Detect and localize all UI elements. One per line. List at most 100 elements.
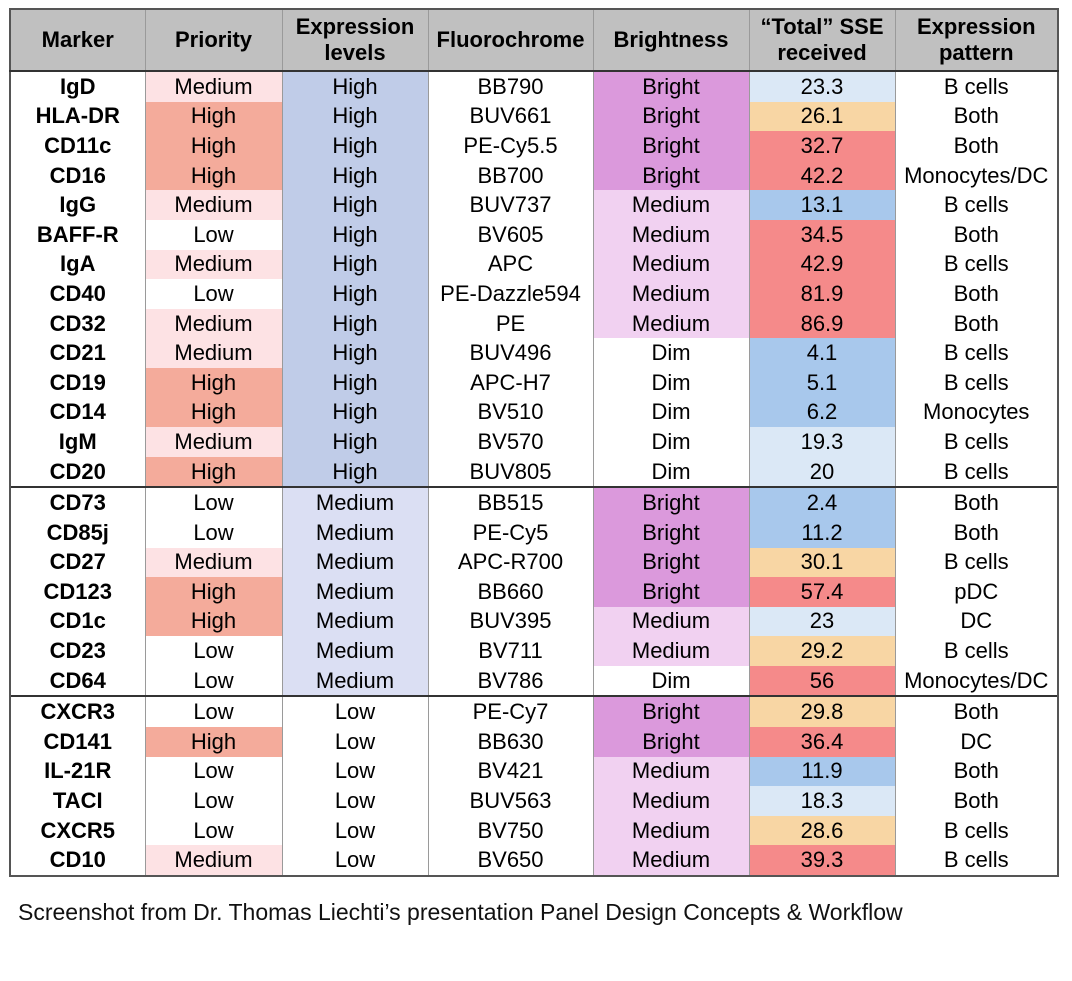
marker-cell: CXCR3	[9, 695, 145, 728]
fluorochrome-cell: PE	[427, 308, 593, 339]
expression-pattern-cell: Both	[894, 279, 1059, 309]
expression-level-cell: Medium	[281, 486, 428, 518]
priority-cell: Low	[144, 517, 282, 548]
fluorochrome-cell: PE-Cy5	[427, 517, 593, 548]
brightness-cell: Medium	[592, 219, 749, 250]
marker-cell: CD73	[9, 486, 145, 518]
expression-pattern-cell: B cells	[894, 636, 1059, 666]
header-priority-line: Priority	[174, 27, 253, 52]
sse-cell: 29.2	[748, 636, 895, 666]
expression-pattern-cell: DC	[894, 727, 1059, 757]
sse-cell: 30.1	[748, 547, 895, 578]
sse-cell: 42.2	[748, 160, 895, 191]
expression-level-cell: Low	[281, 695, 428, 728]
header-brightness-line: Brightness	[613, 27, 729, 52]
expression-pattern-cell: B cells	[894, 367, 1059, 398]
brightness-cell: Bright	[592, 71, 749, 102]
priority-cell: Low	[144, 756, 282, 787]
expression-level-cell: High	[281, 249, 428, 280]
fluorochrome-cell: BUV737	[427, 190, 593, 220]
brightness-cell: Medium	[592, 279, 749, 309]
table-row: IgA Medium High APC Medium 42.9 B cells	[9, 249, 1059, 280]
fluorochrome-cell: BV711	[427, 636, 593, 666]
table-row: CD14 High High BV510 Dim 6.2 Monocytes	[9, 397, 1059, 428]
expression-level-cell: High	[281, 190, 428, 220]
expression-pattern-cell: B cells	[894, 845, 1059, 878]
brightness-cell: Bright	[592, 695, 749, 728]
expression-level-cell: Low	[281, 845, 428, 878]
fluorochrome-cell: BUV395	[427, 606, 593, 637]
table-row: CXCR5 Low Low BV750 Medium 28.6 B cells	[9, 815, 1059, 846]
expression-pattern-cell: Both	[894, 308, 1059, 339]
brightness-cell: Bright	[592, 131, 749, 161]
header-brightness: Brightness	[592, 8, 749, 72]
sse-cell: 19.3	[748, 427, 895, 457]
header-marker-line: Marker	[41, 27, 114, 52]
brightness-cell: Dim	[592, 397, 749, 428]
header-expression-levels-line: levels	[324, 40, 386, 65]
sse-cell: 4.1	[748, 338, 895, 368]
brightness-cell: Medium	[592, 190, 749, 220]
priority-cell: Medium	[144, 427, 282, 457]
marker-cell: CD64	[9, 665, 145, 697]
table-row: BAFF-R Low High BV605 Medium 34.5 Both	[9, 219, 1059, 250]
expression-pattern-cell: Monocytes/DC	[894, 160, 1059, 191]
priority-cell: High	[144, 456, 282, 488]
marker-cell: CD123	[9, 577, 145, 607]
table-row: CD64 Low Medium BV786 Dim 56 Monocytes/DC	[9, 665, 1059, 697]
brightness-cell: Bright	[592, 517, 749, 548]
brightness-cell: Medium	[592, 756, 749, 787]
fluorochrome-cell: BUV661	[427, 101, 593, 132]
brightness-cell: Dim	[592, 456, 749, 488]
table-row: TACI Low Low BUV563 Medium 18.3 Both	[9, 786, 1059, 816]
expression-pattern-cell: Both	[894, 517, 1059, 548]
sse-cell: 23	[748, 606, 895, 637]
fluorochrome-cell: PE-Cy7	[427, 695, 593, 728]
table-row: CD123 High Medium BB660 Bright 57.4 pDC	[9, 577, 1059, 607]
table-row: CD19 High High APC-H7 Dim 5.1 B cells	[9, 367, 1059, 398]
expression-level-cell: Medium	[281, 547, 428, 578]
caption: Screenshot from Dr. Thomas Liechti’s pre…	[18, 899, 903, 925]
fluorochrome-cell: BUV805	[427, 456, 593, 488]
sse-cell: 18.3	[748, 786, 895, 816]
priority-cell: Low	[144, 665, 282, 697]
fluorochrome-cell: BB630	[427, 727, 593, 757]
header-fluorochrome-line: Fluorochrome	[436, 27, 585, 52]
fluorochrome-cell: BB660	[427, 577, 593, 607]
table-row: CD73 Low Medium BB515 Bright 2.4 Both	[9, 486, 1059, 518]
table-row: HLA-DR High High BUV661 Bright 26.1 Both	[9, 101, 1059, 132]
fluorochrome-cell: BV786	[427, 665, 593, 697]
fluorochrome-cell: APC	[427, 249, 593, 280]
brightness-cell: Bright	[592, 160, 749, 191]
marker-cell: HLA-DR	[9, 101, 145, 132]
priority-cell: High	[144, 160, 282, 191]
brightness-cell: Medium	[592, 636, 749, 666]
marker-cell: CD20	[9, 456, 145, 488]
fluorochrome-cell: BV570	[427, 427, 593, 457]
brightness-cell: Dim	[592, 427, 749, 457]
fluorochrome-cell: BB700	[427, 160, 593, 191]
marker-cell: CD141	[9, 727, 145, 757]
table-row: CD1c High Medium BUV395 Medium 23 DC	[9, 606, 1059, 637]
sse-cell: 81.9	[748, 279, 895, 309]
brightness-cell: Bright	[592, 101, 749, 132]
priority-cell: Medium	[144, 547, 282, 578]
expression-level-cell: High	[281, 456, 428, 488]
priority-cell: Low	[144, 636, 282, 666]
brightness-cell: Medium	[592, 786, 749, 816]
marker-cell: CXCR5	[9, 815, 145, 846]
table-body: IgD Medium High BB790 Bright 23.3 B cells HLA-D…	[9, 71, 1059, 878]
sse-cell: 57.4	[748, 577, 895, 607]
expression-pattern-cell: Both	[894, 756, 1059, 787]
marker-cell: IgM	[9, 427, 145, 457]
brightness-cell: Medium	[592, 249, 749, 280]
fluorochrome-cell: BB515	[427, 486, 593, 518]
expression-pattern-cell: DC	[894, 606, 1059, 637]
header-expression-pattern-line: Expression	[916, 14, 1036, 39]
brightness-cell: Bright	[592, 547, 749, 578]
sse-cell: 20	[748, 456, 895, 488]
fluorochrome-cell: BUV496	[427, 338, 593, 368]
marker-cell: CD14	[9, 397, 145, 428]
expression-level-cell: High	[281, 219, 428, 250]
expression-level-cell: High	[281, 279, 428, 309]
